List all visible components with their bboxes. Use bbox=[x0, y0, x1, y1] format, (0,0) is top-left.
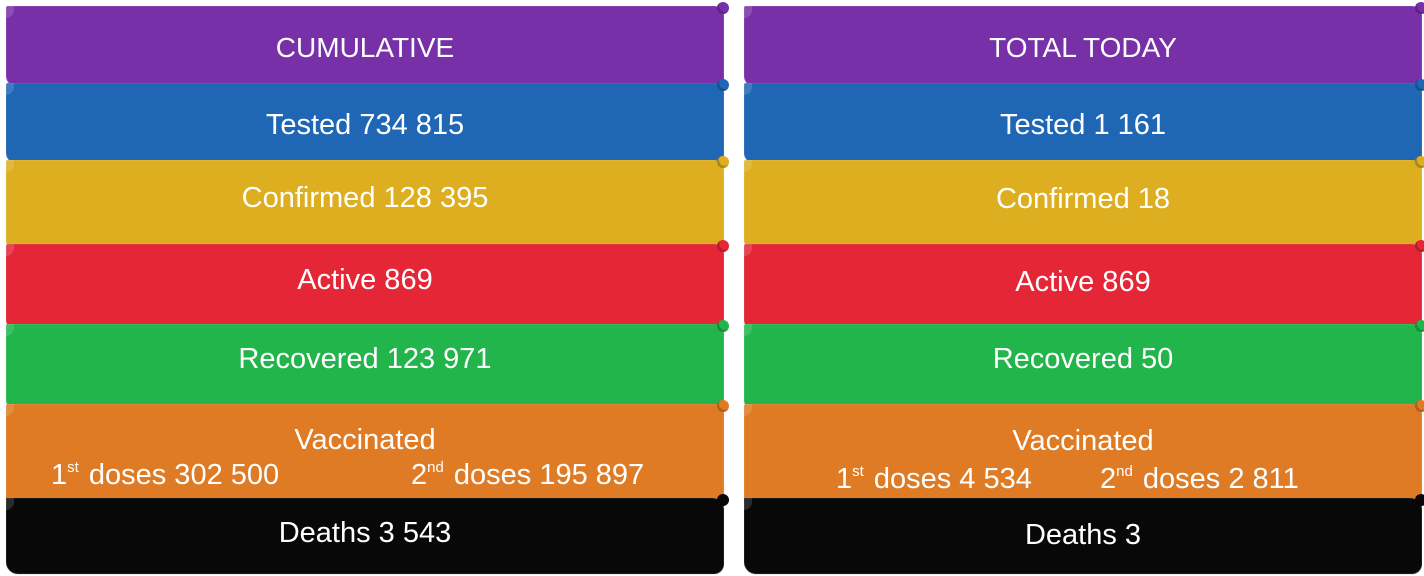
today-second-dose: 2nd doses 2 811 bbox=[1100, 463, 1299, 495]
today-confirmed-banner: Confirmed 18 bbox=[744, 156, 1424, 250]
cumulative-title-banner: CUMULATIVE bbox=[6, 2, 729, 86]
today-second-dose-suffix: nd bbox=[1116, 463, 1133, 480]
cumulative-confirmed-banner: Confirmed 128 395 bbox=[6, 156, 729, 250]
cumulative-tested-banner: Tested 734 815 bbox=[6, 79, 729, 163]
today-tested: Tested 1 161 bbox=[999, 109, 1167, 141]
today-second-dose-text: doses 2 811 bbox=[1134, 463, 1299, 495]
cumulative-first-dose-suffix: st bbox=[67, 459, 79, 476]
cumulative-recovered-banner: Recovered 123 971 bbox=[6, 320, 729, 410]
cumulative-first-dose-ordinal: 1 bbox=[51, 459, 68, 491]
today-first-dose-suffix: st bbox=[852, 463, 864, 480]
today-recovered-banner: Recovered 50 bbox=[744, 320, 1424, 410]
cumulative-confirmed: Confirmed 128 395 bbox=[241, 182, 489, 214]
today-tested-banner: Tested 1 161 bbox=[744, 79, 1424, 163]
cumulative-deaths-banner: Deaths 3 543 bbox=[6, 494, 729, 574]
cumulative-recovered: Recovered 123 971 bbox=[238, 343, 492, 375]
today-title: TOTAL TODAY bbox=[989, 32, 1177, 63]
cumulative-tested: Tested 734 815 bbox=[265, 109, 465, 141]
cumulative-panel: CUMULATIVE Tested 734 815 Confirmed 128 … bbox=[6, 2, 729, 574]
cumulative-second-dose: 2nd doses 195 897 bbox=[411, 459, 645, 491]
today-deaths-banner: Deaths 3 bbox=[744, 494, 1424, 574]
cumulative-deaths: Deaths 3 543 bbox=[278, 517, 452, 549]
cumulative-vaccinated-title: Vaccinated bbox=[294, 424, 436, 456]
cumulative-second-dose-suffix: nd bbox=[427, 459, 444, 476]
cumulative-second-dose-text: doses 195 897 bbox=[445, 459, 645, 491]
cumulative-active-banner: Active 869 bbox=[6, 240, 729, 330]
today-vaccinated-banner: Vaccinated 1st doses 4 534 2nd doses 2 8… bbox=[744, 400, 1424, 508]
today-recovered: Recovered 50 bbox=[992, 343, 1174, 375]
today-vaccinated-title: Vaccinated bbox=[1012, 425, 1154, 457]
total-today-panel: TOTAL TODAY Tested 1 161 Confirmed 18 Ac… bbox=[744, 2, 1424, 574]
cumulative-first-dose: 1st doses 302 500 bbox=[51, 459, 280, 491]
cumulative-second-dose-ordinal: 2 bbox=[411, 459, 428, 491]
cumulative-first-dose-text: doses 302 500 bbox=[80, 459, 280, 491]
today-deaths: Deaths 3 bbox=[1024, 519, 1142, 551]
today-active: Active 869 bbox=[1015, 266, 1151, 298]
today-first-dose: 1st doses 4 534 bbox=[836, 463, 1032, 495]
today-second-dose-ordinal: 2 bbox=[1100, 463, 1117, 495]
cumulative-title: CUMULATIVE bbox=[275, 32, 455, 63]
today-first-dose-text: doses 4 534 bbox=[865, 463, 1032, 495]
today-title-banner: TOTAL TODAY bbox=[744, 2, 1424, 86]
today-active-banner: Active 869 bbox=[744, 240, 1424, 330]
cumulative-vaccinated-banner: Vaccinated 1st doses 302 500 2nd doses 1… bbox=[6, 400, 729, 508]
cumulative-active: Active 869 bbox=[297, 264, 433, 296]
today-first-dose-ordinal: 1 bbox=[836, 463, 853, 495]
today-confirmed: Confirmed 18 bbox=[995, 183, 1171, 215]
